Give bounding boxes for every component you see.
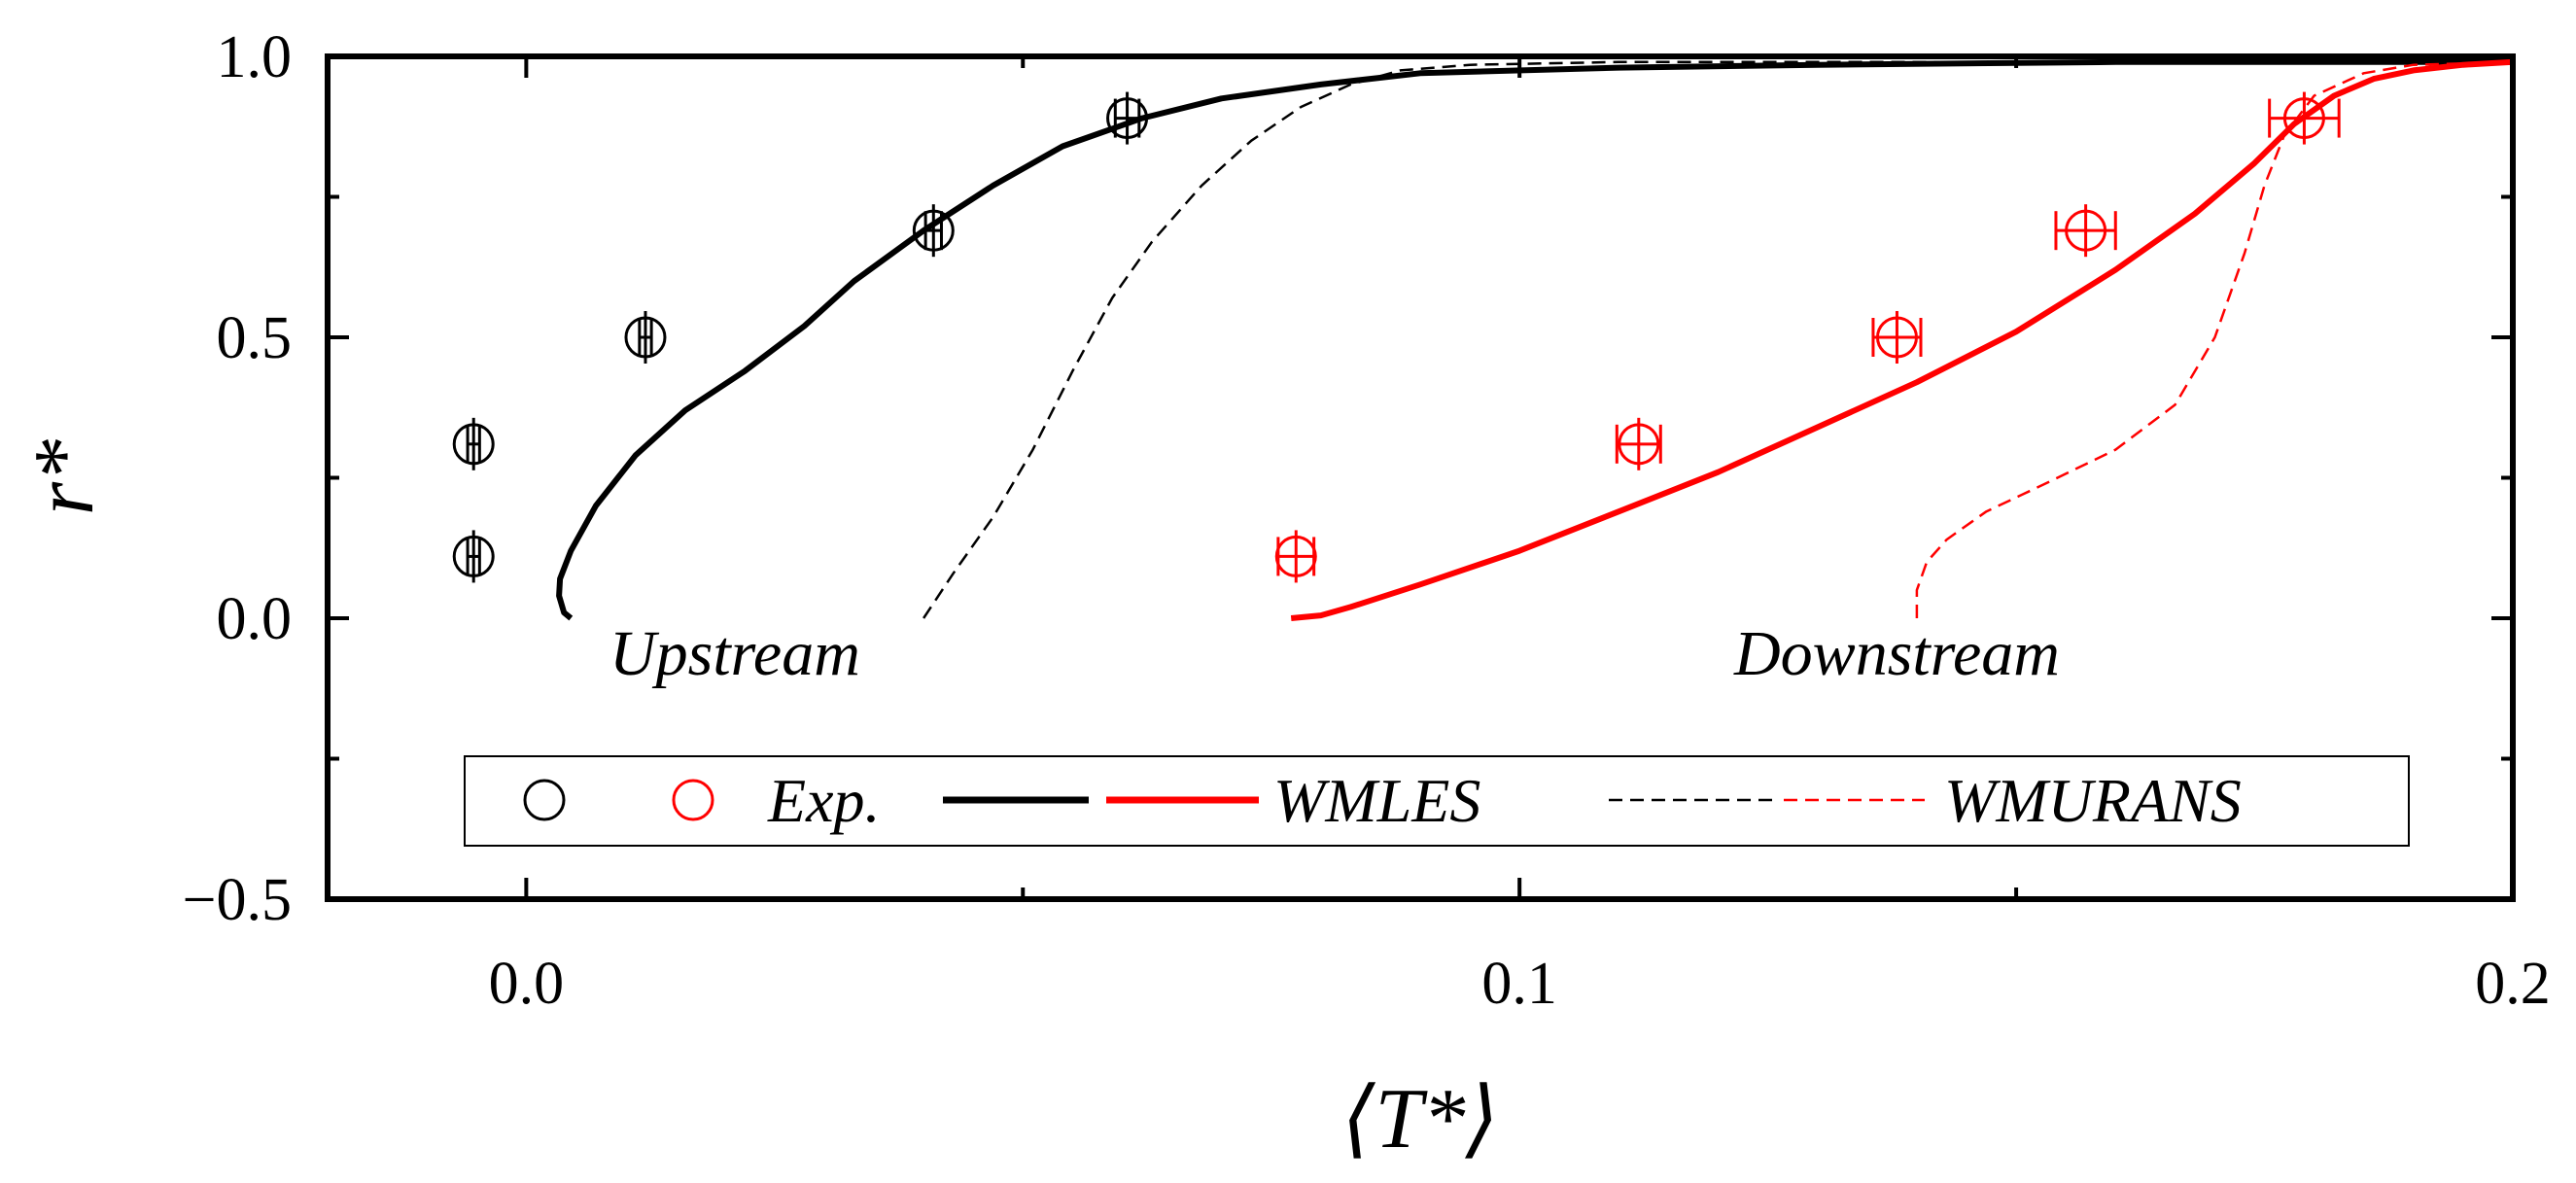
x-tick-label-2: 0.2 [2475,951,2551,1017]
y-tick-label-1: 0.0 [217,586,293,652]
legend-wmles-label: WMLES [1273,766,1480,835]
y-tick-label-0: −0.5 [183,867,292,933]
wmurans-line-downstream [1915,60,2514,618]
exp-point-upstream-2 [624,311,667,364]
data-layer [452,58,2514,621]
exp-point-upstream-0 [452,530,495,583]
wmles-line-downstream [1290,58,2514,621]
exp-point-downstream-0 [1274,530,1317,583]
annotation-upstream: Upstream [609,618,860,689]
legend-exp-downstream-marker [672,779,714,821]
ticks-layer: 0.0 0.1 0.2 −0.5 0.0 0.5 1.0 [183,24,2551,1017]
x-axis-title: ⟨T*⟩ [1341,1072,1499,1166]
exp-point-downstream-2 [1871,311,1923,364]
exp-point-downstream-1 [1615,417,1662,470]
legend-exp-upstream-marker [523,779,566,821]
exp-point-upstream-1 [452,417,495,470]
x-tick-label-0: 0.0 [489,951,565,1017]
legend-exp-label: Exp. [767,766,881,835]
wmurans-line-upstream [922,60,2513,619]
y-tick-label-2: 0.5 [217,305,293,371]
y-axis-title: r* [17,439,112,515]
x-tick-label-1: 0.1 [1481,951,1557,1017]
annotation-downstream: Downstream [1733,618,2060,689]
legend-box [464,755,2410,847]
exp-point-downstream-3 [2054,204,2117,258]
wmles-line-upstream [556,58,2513,621]
y-tick-label-3: 1.0 [217,24,293,90]
legend: Exp. WMLES WMURANS [464,755,2410,847]
legend-wmurans-label: WMURANS [1944,766,2242,835]
